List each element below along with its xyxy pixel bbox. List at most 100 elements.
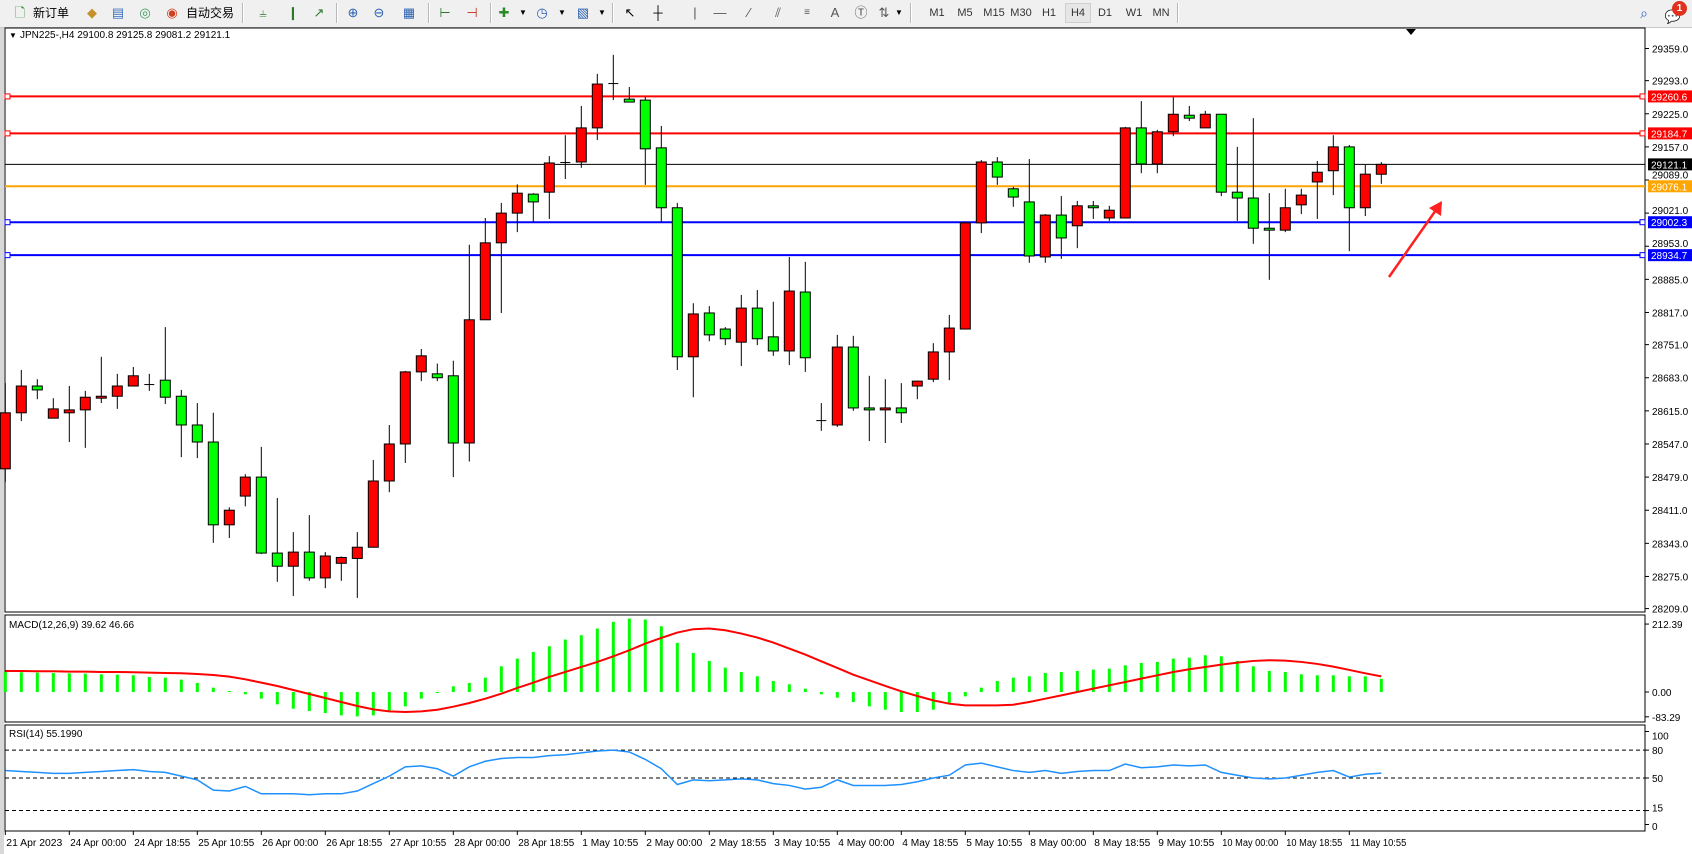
equidistant-channel-icon[interactable]: ⫽ [775,5,781,20]
price-chart [0,54,1646,598]
candle-body [1247,197,1259,229]
periods-icon[interactable]: ◷ [536,5,548,20]
crosshair-icon[interactable]: ┼ [653,5,663,20]
axes: 29359.0 29293.0 29225.0 29157.0 29089.0 29021… [4,45,1692,849]
macd-tick-label: 212.39 [1652,620,1683,631]
data-window-icon[interactable]: ▤ [111,5,125,20]
candle [1359,164,1371,217]
price-label-box [1648,90,1692,103]
candle [383,424,395,493]
fibonacci-icon[interactable]: ≡ [804,7,810,18]
macd-bar [819,692,823,695]
timeframe-m5[interactable]: M5 [957,7,973,19]
candle [1023,159,1035,263]
candle [655,125,667,223]
tile-windows-icon[interactable]: ▦ [402,5,416,20]
horizontal-line-icon[interactable]: — [713,5,727,20]
chart-shift-marker-icon[interactable] [1406,29,1416,35]
search-icon[interactable]: ⌕ [1640,5,1648,21]
timeframe-m15[interactable]: M15 [983,7,1005,19]
cursor-icon[interactable]: ↖ [624,5,636,20]
chevron-down-icon[interactable]: ▼ [558,8,566,17]
candle-body [15,385,27,414]
rsi-tick-label: 50 [1652,774,1664,785]
text-label-icon[interactable]: Ⓣ [854,5,868,20]
candle-body [543,162,555,193]
macd-panel[interactable] [4,614,1646,723]
macd-bar [147,676,151,692]
candle-body [79,396,91,411]
macd-bar [899,692,903,713]
candle-body [1263,227,1275,231]
new-order-icon[interactable]: 🗋 [14,5,26,20]
time-tick-label: 2 May 18:55 [710,838,766,849]
line-anchor-handle [4,219,11,226]
timeframe-h1[interactable]: H1 [1041,7,1057,19]
timeframe-mn[interactable]: MN [1152,7,1170,19]
auto-trading-icon[interactable]: ◉ [166,5,178,20]
macd-bar [1267,670,1271,692]
candle [687,303,699,398]
chart-shift-icon[interactable]: ⊢ [439,5,451,20]
time-tick-label: 10 May 18:55 [1286,838,1342,849]
macd-tick-label: -83.29 [1652,713,1681,724]
text-icon[interactable]: A [830,5,840,20]
candle [31,379,43,400]
candle [223,507,235,538]
auto-trading-button[interactable]: 自动交易 [186,6,235,20]
macd-bar [835,692,839,698]
macd-bar [451,686,455,692]
macd-bar [531,651,535,692]
macd-bar [387,692,391,713]
timeframe-h4[interactable]: H4 [1065,3,1091,23]
macd-bar [643,619,647,692]
candle-body [511,192,523,214]
candle [751,290,763,346]
notification-badge[interactable]: 1 [1672,1,1687,16]
zoom-out-icon[interactable]: ⊖ [373,5,385,20]
candlestick-icon[interactable]: ❙ [287,5,299,20]
macd-bar [691,652,695,692]
zoom-in-icon[interactable]: ⊕ [347,5,359,20]
macd-bar [307,692,311,712]
macd-bar [131,675,135,692]
time-tick-label: 27 Apr 10:55 [390,838,446,849]
rsi-tick-label: 80 [1652,746,1664,757]
macd-bar [51,672,55,692]
trendline-icon[interactable]: ∕ [747,5,751,20]
candle-body [1359,173,1371,209]
vertical-line-icon[interactable]: | [693,5,697,20]
candle [1135,101,1147,174]
candle [639,97,651,185]
candle-body [495,212,507,244]
candle [1295,188,1307,215]
bar-chart-icon[interactable]: ⫨ [259,5,267,20]
chevron-down-icon[interactable]: ▼ [895,8,903,17]
indicators-icon[interactable]: ✚ [498,5,510,20]
templates-icon[interactable]: ▧ [576,5,590,20]
timeframe-w1[interactable]: W1 [1125,7,1143,19]
timeframe-m30[interactable]: M30 [1010,7,1032,19]
candle-body [319,555,331,579]
new-order-button[interactable]: 新订单 [33,6,70,20]
timeframe-d1[interactable]: D1 [1097,7,1113,19]
arrows-icon[interactable]: ⇅ [878,5,890,20]
time-tick-label: 25 Apr 10:55 [198,838,254,849]
macd-bar [1011,677,1015,692]
chart-menu-triangle-icon[interactable]: ▼ [9,31,17,40]
line-chart-icon[interactable]: ↗ [313,5,325,20]
toolbar-separator [910,3,912,23]
candle [15,369,27,422]
chevron-down-icon[interactable]: ▼ [598,8,606,17]
timeframe-m1[interactable]: M1 [929,7,945,19]
chevron-down-icon[interactable]: ▼ [519,8,527,17]
macd-bar [755,676,759,692]
main-panel[interactable] [4,27,1646,613]
autoscroll-icon[interactable]: ⊣ [466,5,478,20]
price-label-box [1648,127,1692,140]
market-watch-icon[interactable]: ◆ [87,5,97,20]
macd-bar [1347,676,1351,692]
candle [1199,110,1211,129]
navigator-icon[interactable]: ◎ [139,5,151,20]
